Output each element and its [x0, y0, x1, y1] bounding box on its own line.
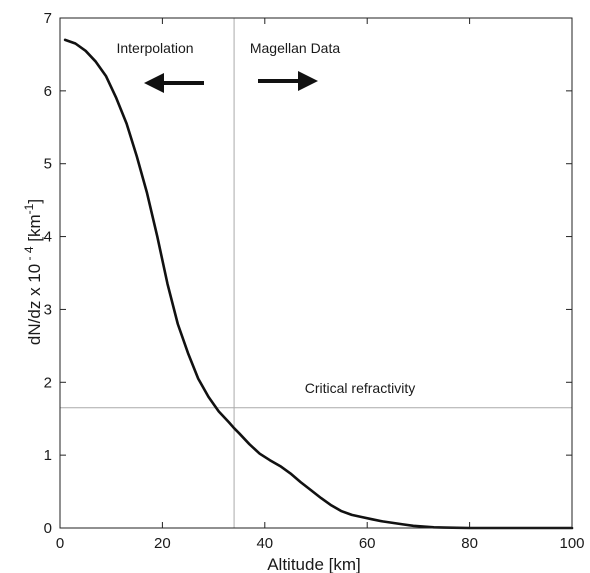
y-axis-title-unit-close: ]	[25, 199, 44, 204]
y-axis-title-prefix: dN/dz x 10	[25, 264, 44, 345]
y-tick-label: 6	[44, 83, 52, 100]
y-tick-label: 7	[44, 10, 52, 27]
y-axis-title: dN/dz x 10 - 4 [km-1]	[22, 199, 44, 345]
y-axis-title-exponent: - 4	[22, 246, 36, 264]
critical-refractivity-label: Critical refractivity	[305, 380, 415, 396]
x-tick-label: 40	[256, 535, 273, 552]
x-axis-ticks: 0 20 40 60 80 100	[56, 18, 585, 552]
x-tick-label: 20	[154, 535, 171, 552]
reference-lines	[60, 18, 572, 528]
x-axis-title: Altitude [km]	[267, 555, 361, 573]
x-tick-label: 60	[359, 535, 376, 552]
y-axis-title-unit-open: [km	[25, 214, 44, 246]
y-tick-label: 1	[44, 447, 52, 464]
x-tick-label: 100	[559, 535, 584, 552]
y-axis-title-unit-exponent: -1	[22, 203, 36, 214]
series-layer	[63, 38, 574, 530]
y-tick-label: 0	[44, 520, 52, 537]
magellan-data-label: Magellan Data	[250, 40, 340, 56]
refractivity-gradient-curve	[63, 38, 574, 530]
y-tick-label: 2	[44, 374, 52, 391]
interpolation-label: Interpolation	[116, 40, 193, 56]
x-tick-label: 0	[56, 535, 64, 552]
interpolation-left-arrow-icon	[144, 73, 204, 93]
y-axis-ticks: 0 1 2 3 4 5 6 7	[44, 10, 572, 537]
y-tick-label: 3	[44, 301, 52, 318]
x-tick-label: 80	[461, 535, 478, 552]
y-tick-label: 5	[44, 156, 52, 173]
magellan-right-arrow-icon	[258, 71, 318, 91]
y-tick-label: 4	[44, 229, 52, 246]
plot-area-frame	[59, 17, 573, 529]
